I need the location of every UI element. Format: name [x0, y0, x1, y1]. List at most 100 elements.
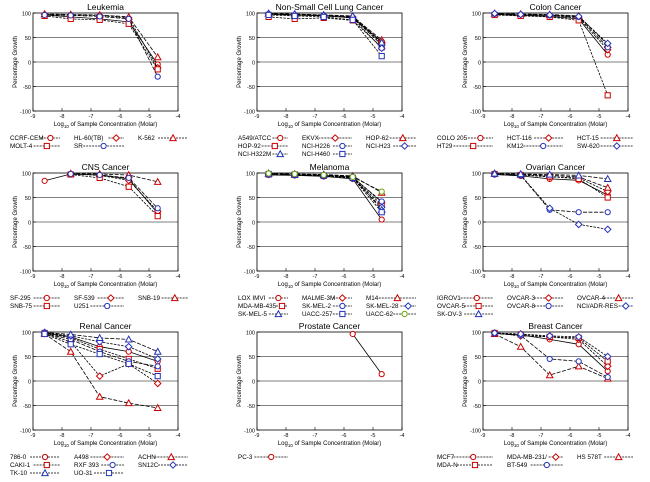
legend-marker: [338, 294, 347, 302]
x-tick-label: -5: [147, 433, 152, 439]
y-tick-label: 0: [478, 379, 481, 385]
legend-item: UACC-257: [302, 310, 352, 318]
series-line: [268, 174, 382, 206]
data-point: [154, 205, 161, 212]
y-tick-label: 100: [246, 171, 255, 177]
legend-marker: [169, 461, 177, 469]
panel-title: Melanoma: [310, 162, 350, 172]
legend-label: NCI-H322M: [238, 151, 271, 158]
legend-item: IGROV1: [437, 294, 493, 302]
x-tick-label: -8: [510, 274, 515, 280]
y-axis-label: Percentage Growth: [13, 355, 19, 407]
legend-item: SK-MEL-28: [366, 302, 416, 310]
legend-label: HCT-116: [507, 135, 532, 142]
x-tick-label: -8: [60, 433, 65, 439]
series-line: [70, 173, 158, 212]
panel-title: Ovarian Cancer: [526, 162, 586, 172]
y-tick-label: 0: [478, 220, 481, 226]
legend-item: RXF 393: [74, 461, 124, 469]
data-point: [574, 220, 583, 229]
x-tick-label: -9: [481, 114, 486, 120]
data-point: [125, 174, 132, 181]
x-tick-label: -5: [371, 433, 376, 439]
legend-label: SN12C: [138, 462, 159, 469]
y-tick-label: 50: [475, 355, 481, 361]
data-point: [490, 9, 499, 18]
legend: CCRF-CEM HL-60(TB) K-562 MOLT-4 SR: [10, 133, 188, 150]
legend-item: ACHN: [138, 452, 188, 461]
legend-marker: [167, 452, 176, 461]
y-tick-label: 50: [475, 196, 481, 202]
legend-marker: [470, 453, 477, 461]
y-tick-label: -50: [23, 85, 31, 91]
legend-label: MCF7: [437, 454, 455, 461]
legend-label: BT-549: [507, 462, 528, 469]
data-point: [320, 13, 327, 21]
legend-label: HT29: [437, 143, 453, 150]
y-tick-label: 0: [28, 379, 31, 385]
x-tick-label: -8: [284, 274, 289, 280]
data-point: [603, 362, 612, 371]
data-point: [154, 73, 161, 80]
series-line: [44, 14, 159, 77]
panel-title: CNS Cancer: [82, 162, 130, 172]
legend: COLO 205 HCT-116 HCT-15 HT29 KM12 SW-620: [437, 133, 633, 150]
legend-marker: [339, 310, 346, 318]
y-tick-label: 100: [472, 330, 481, 336]
legend-marker: [471, 461, 479, 469]
data-point: [378, 209, 385, 216]
panel-title: Breast Cancer: [528, 321, 582, 331]
panel-title: Non-Small Cell Lung Cancer: [276, 2, 384, 12]
x-tick-label: -6: [342, 114, 347, 120]
data-point: [349, 330, 356, 338]
legend-marker: [400, 142, 409, 150]
legend-label: M14: [366, 295, 379, 302]
legend: LOX IMVI MALME-3M M14 MDA-MB-435 SK-MEL-2 SK-…: [238, 293, 416, 318]
legend-item: U251: [74, 302, 124, 310]
x-tick-label: -6: [568, 433, 573, 439]
y-axis-label: Percentage Growth: [463, 355, 469, 407]
series-line: [494, 173, 608, 192]
legend-label: HL-60(TB): [74, 135, 103, 142]
legend-item: NCI-H23: [366, 142, 416, 150]
data-point: [124, 335, 133, 343]
y-tick-label: -50: [23, 245, 31, 251]
legend-label: LOX IMVI: [238, 295, 266, 302]
legend-marker: [47, 134, 54, 142]
series-line: [494, 174, 608, 213]
legend-item: M14: [366, 293, 416, 302]
x-axis-label: Log10 of Sample Concentration (Molar): [54, 122, 157, 129]
legend-marker: [339, 142, 346, 150]
y-tick-label: -50: [473, 85, 481, 91]
y-tick-label: 100: [472, 171, 481, 177]
panel-title: Prostate Cancer: [299, 321, 361, 331]
series-line: [494, 13, 608, 51]
data-point: [265, 11, 272, 19]
data-point: [490, 169, 499, 177]
legend-marker: [473, 294, 480, 302]
legend-item: SR: [74, 142, 124, 150]
legend-label: KM12: [507, 143, 524, 150]
panel-prostate-cancer: Prostate Cancer 100 50 0 -50 -100-9 -8 -7 -6 -5 -4…: [237, 321, 404, 461]
y-tick-label: 0: [28, 60, 31, 66]
series-sw-620: [490, 9, 612, 48]
data-point: [603, 174, 612, 182]
legend-label: IGROV1: [437, 295, 461, 302]
x-tick-label: -4: [626, 433, 631, 439]
data-point: [41, 11, 48, 19]
data-point: [95, 392, 104, 400]
legend-label: U251: [74, 303, 90, 310]
x-tick-label: -7: [539, 433, 544, 439]
x-tick-label: -6: [118, 433, 123, 439]
data-point: [516, 169, 525, 178]
legend-item: HOP-62: [366, 133, 416, 142]
x-tick-label: -7: [89, 114, 94, 120]
legend-marker: [43, 461, 50, 469]
legend-label: MDA-MB-231/: [507, 454, 547, 461]
data-point: [291, 170, 298, 178]
panel-non-small-cell-lung-cancer: Non-Small Cell Lung Cancer100500-50-100-…: [237, 2, 416, 158]
legend-label: ACHN: [138, 454, 156, 461]
y-tick-label: -100: [244, 428, 255, 434]
legend-item: MCF7: [437, 453, 493, 461]
x-tick-label: -6: [118, 274, 123, 280]
